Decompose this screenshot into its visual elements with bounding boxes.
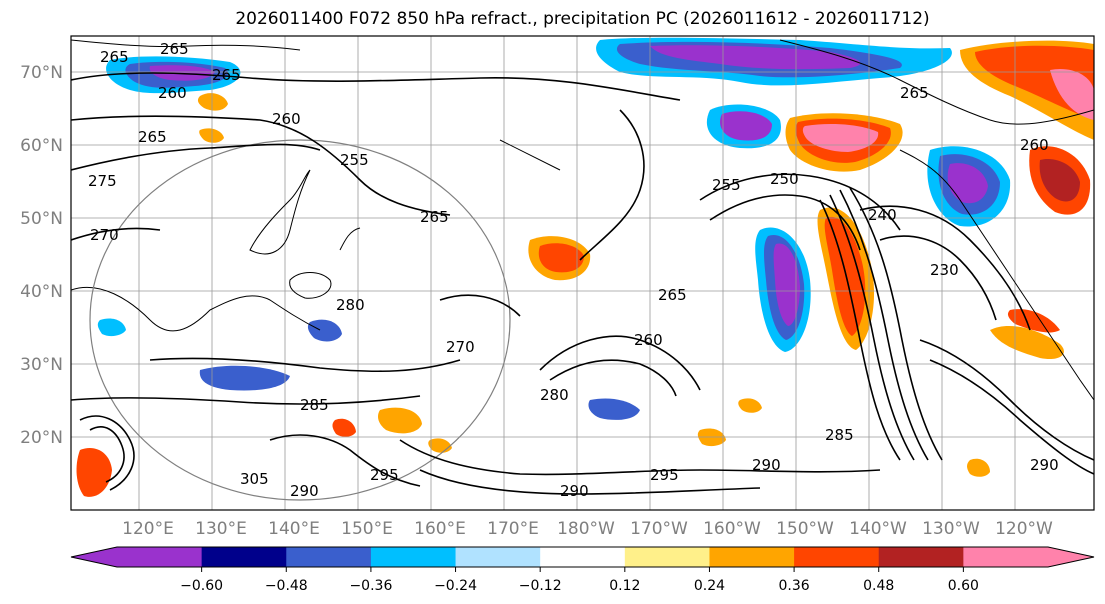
contour-label: 260: [1020, 136, 1049, 154]
colorbar-tick-label: −0.60: [180, 578, 223, 594]
map-title: 2026011400 F072 850 hPa refract., precip…: [235, 9, 930, 29]
lon-label: 130°E: [195, 519, 247, 539]
lat-label: 40°N: [20, 282, 63, 302]
contour-label: 265: [900, 84, 929, 102]
colorbar-cell: [455, 547, 541, 567]
contour-label: 265: [160, 40, 189, 58]
lon-label: 140°W: [849, 519, 907, 539]
latitude-labels: 70°N 60°N 50°N 40°N 30°N 20°N: [20, 63, 63, 448]
contour-label: 290: [560, 482, 589, 500]
lon-label: 130°W: [922, 519, 980, 539]
colorbar-cell: [370, 547, 457, 567]
colorbar-ticks: −0.60 −0.48 −0.36 −0.24 −0.12 0.12 0.24 0.36 0.4…: [180, 567, 979, 594]
contour-label: 270: [446, 338, 475, 356]
contour-label: 260: [272, 110, 301, 128]
colorbar-tick-label: −0.48: [265, 578, 308, 594]
contour-label: 290: [290, 482, 319, 500]
contour-label: 280: [540, 386, 569, 404]
lat-label: 60°N: [20, 136, 63, 156]
colorbar-tick-label: −0.12: [519, 578, 562, 594]
colorbar-extend-min: [71, 547, 117, 567]
refractivity-contours: [71, 72, 1094, 495]
lon-label: 180°W: [557, 519, 615, 539]
contour-label: 265: [212, 66, 241, 84]
contour-label: 255: [340, 151, 369, 169]
contour-label: 230: [930, 261, 959, 279]
contour-labels: 265 265 265 260 260 265 255 275 270 265 …: [88, 40, 1059, 500]
colorbar-outline: [70, 546, 1095, 568]
lon-label: 120°E: [122, 519, 174, 539]
contour-label: 265: [420, 208, 449, 226]
colorbar-extend-max: [1048, 547, 1094, 567]
colorbar-cell: [878, 547, 964, 567]
colorbar-tick-label: 0.24: [694, 578, 725, 594]
contour-label: 285: [825, 426, 854, 444]
colorbar-cell: [624, 547, 710, 567]
coastlines: [71, 39, 1094, 401]
colorbar-cells: [117, 547, 1049, 567]
lon-label: 160°W: [703, 519, 761, 539]
contour-label: 265: [658, 286, 687, 304]
lon-label: 170°E: [487, 519, 539, 539]
contour-label: 265: [138, 128, 167, 146]
contour-label: 280: [336, 296, 365, 314]
lon-label: 140°E: [268, 519, 320, 539]
colorbar-tick-label: 0.48: [863, 578, 894, 594]
colorbar-tick-label: −0.36: [349, 578, 392, 594]
graticule: [71, 36, 1094, 510]
colorbar-cell: [963, 547, 1049, 567]
contour-label: 255: [712, 176, 741, 194]
lat-label: 50°N: [20, 209, 63, 229]
lon-label: 170°W: [630, 519, 688, 539]
contour-label: 305: [240, 470, 269, 488]
lon-label: 160°E: [414, 519, 466, 539]
colorbar-cell: [540, 547, 626, 567]
contour-label: 260: [158, 84, 187, 102]
colorbar-tick-label: 0.36: [779, 578, 810, 594]
colorbar-cell: [117, 547, 203, 567]
colorbar-tick-label: 0.12: [609, 578, 640, 594]
lat-label: 70°N: [20, 63, 63, 83]
contour-label: 295: [370, 466, 399, 484]
contour-label: 285: [300, 396, 329, 414]
contour-label: 275: [88, 172, 117, 190]
contour-label: 240: [868, 206, 897, 224]
contour-label: 295: [650, 466, 679, 484]
range-circle: [89, 139, 511, 501]
shaded-fields: [76, 37, 1094, 497]
contour-label: 260: [634, 331, 663, 349]
colorbar-cell: [201, 547, 287, 567]
colorbar-tick-label: 0.60: [948, 578, 979, 594]
longitude-labels: 120°E 130°E 140°E 150°E 160°E 170°E 180°…: [122, 519, 1053, 539]
lat-label: 20°N: [20, 428, 63, 448]
colorbar-cell: [286, 547, 372, 567]
lon-label: 120°W: [995, 519, 1053, 539]
colorbar-cell: [709, 547, 795, 567]
contour-label: 250: [770, 170, 799, 188]
map-frame: [70, 35, 1095, 511]
colorbar-tick-label: −0.24: [434, 578, 477, 594]
contour-label: 265: [100, 48, 129, 66]
contour-label: 290: [752, 456, 781, 474]
lon-label: 150°E: [341, 519, 393, 539]
contour-label: 290: [1030, 456, 1059, 474]
lon-label: 150°W: [776, 519, 834, 539]
lat-label: 30°N: [20, 355, 63, 375]
contour-label: 270: [90, 226, 119, 244]
colorbar-cell: [794, 547, 880, 567]
colorbar: −0.60 −0.48 −0.36 −0.24 −0.12 0.12 0.24 0.36 0.4…: [70, 546, 1095, 594]
